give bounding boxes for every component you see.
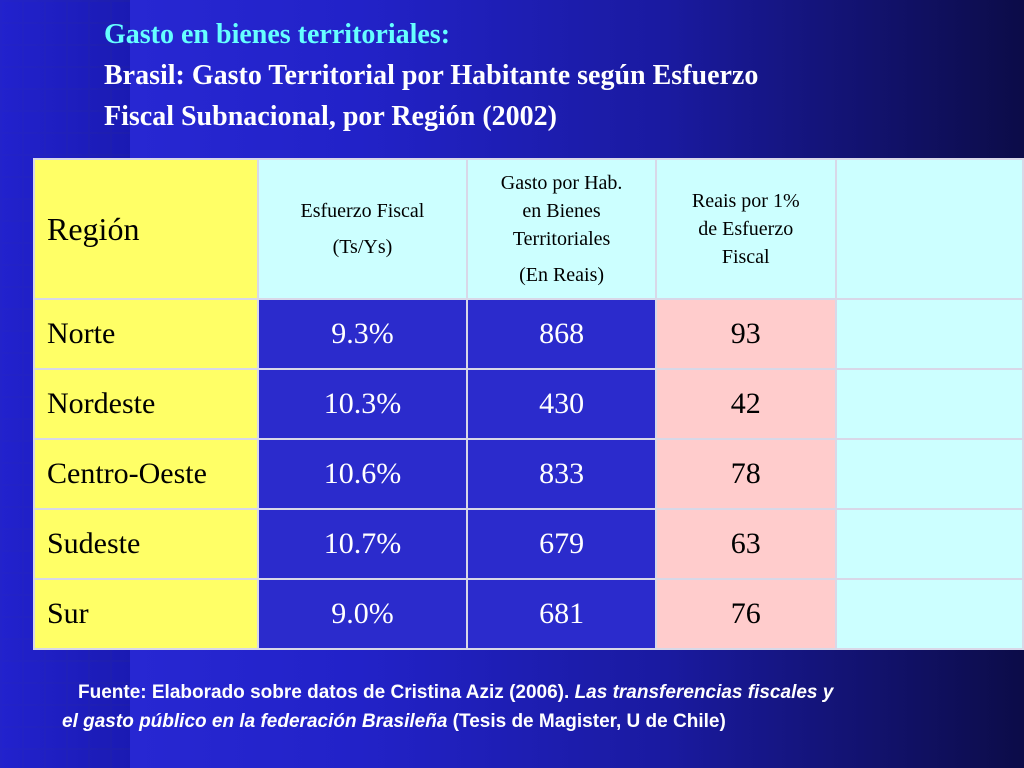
table-row: Norte 9.3% 868 93 bbox=[33, 298, 1024, 370]
header-empty-cell bbox=[834, 158, 1024, 300]
cell-gasto: 868 bbox=[466, 298, 657, 370]
cell-esfuerzo: 9.0% bbox=[256, 578, 469, 650]
cell-region: Sudeste bbox=[33, 508, 259, 580]
table-row: Sur 9.0% 681 76 bbox=[33, 578, 1024, 650]
footnote-italic-title-1: Las transferencias fiscales y bbox=[574, 682, 834, 703]
title-line-2: Brasil: Gasto Territorial por Habitante … bbox=[104, 60, 759, 91]
cell-reais: 42 bbox=[654, 368, 837, 440]
source-footnote: Fuente: Elaborado sobre datos de Cristin… bbox=[62, 678, 1002, 736]
header-esfuerzo-fiscal: Esfuerzo Fiscal (Ts/Ys) bbox=[256, 158, 469, 300]
header-gasto-por-hab: Gasto por Hab. en Bienes Territoriales (… bbox=[466, 158, 657, 300]
cell-empty bbox=[834, 368, 1024, 440]
header-gasto-line-4: (En Reais) bbox=[519, 264, 605, 286]
cell-reais: 63 bbox=[654, 508, 837, 580]
cell-esfuerzo: 10.7% bbox=[256, 508, 469, 580]
cell-esfuerzo: 10.3% bbox=[256, 368, 469, 440]
slide-title: Gasto en bienes territoriales: Brasil: G… bbox=[104, 14, 1004, 137]
footnote-suffix: (Tesis de Magister, U de Chile) bbox=[447, 711, 726, 732]
table-row: Centro-Oeste 10.6% 833 78 bbox=[33, 438, 1024, 510]
cell-empty bbox=[834, 438, 1024, 510]
cell-region: Norte bbox=[33, 298, 259, 370]
cell-empty bbox=[834, 298, 1024, 370]
header-gasto-line-3: Territoriales bbox=[512, 228, 611, 250]
cell-region: Sur bbox=[33, 578, 259, 650]
cell-region: Centro-Oeste bbox=[33, 438, 259, 510]
header-gasto-line-1: Gasto por Hab. bbox=[500, 172, 623, 194]
cell-esfuerzo: 9.3% bbox=[256, 298, 469, 370]
cell-gasto: 681 bbox=[466, 578, 657, 650]
header-region: Región bbox=[33, 158, 259, 300]
cell-empty bbox=[834, 508, 1024, 580]
cell-gasto: 833 bbox=[466, 438, 657, 510]
header-esfuerzo-line-1: Esfuerzo Fiscal bbox=[300, 200, 425, 222]
cell-region: Nordeste bbox=[33, 368, 259, 440]
title-line-3: Fiscal Subnacional, por Región (2002) bbox=[104, 101, 557, 132]
cell-reais: 78 bbox=[654, 438, 837, 510]
header-reais-line-2: de Esfuerzo bbox=[698, 218, 794, 240]
footnote-prefix: Fuente: Elaborado sobre datos de Cristin… bbox=[78, 682, 575, 703]
header-reais-line-1: Reais por 1% bbox=[691, 190, 800, 212]
header-reais-line-3: Fiscal bbox=[721, 246, 770, 268]
header-gasto-line-2: en Bienes bbox=[522, 200, 601, 222]
cell-gasto: 430 bbox=[466, 368, 657, 440]
header-esfuerzo-line-2: (Ts/Ys) bbox=[332, 236, 393, 258]
table-row: Nordeste 10.3% 430 42 bbox=[33, 368, 1024, 440]
footnote-italic-title-2: el gasto público en la federación Brasil… bbox=[62, 711, 448, 732]
cell-empty bbox=[834, 578, 1024, 650]
cell-gasto: 679 bbox=[466, 508, 657, 580]
title-line-1: Gasto en bienes territoriales: bbox=[104, 19, 451, 50]
header-reais-por-esfuerzo: Reais por 1% de Esfuerzo Fiscal bbox=[654, 158, 837, 300]
table-row: Sudeste 10.7% 679 63 bbox=[33, 508, 1024, 580]
table-header-row: Región Esfuerzo Fiscal (Ts/Ys) Gasto por… bbox=[33, 158, 1024, 300]
data-table: Región Esfuerzo Fiscal (Ts/Ys) Gasto por… bbox=[33, 158, 1024, 650]
cell-esfuerzo: 10.6% bbox=[256, 438, 469, 510]
cell-reais: 76 bbox=[654, 578, 837, 650]
cell-reais: 93 bbox=[654, 298, 837, 370]
